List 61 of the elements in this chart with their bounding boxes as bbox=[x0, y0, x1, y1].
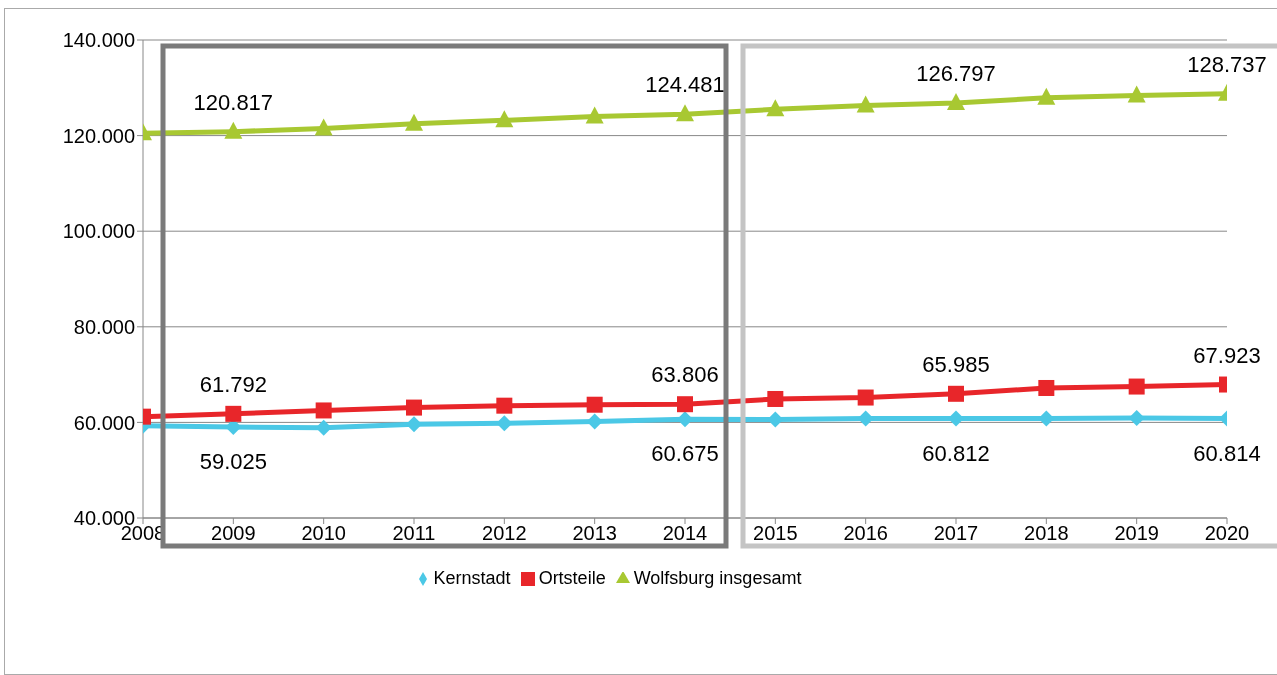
point bbox=[586, 396, 603, 413]
x-tick-label: 2015 bbox=[753, 522, 798, 545]
y-tick-label: 80.000 bbox=[73, 315, 135, 338]
point bbox=[947, 93, 965, 111]
point bbox=[676, 104, 694, 122]
point bbox=[857, 389, 874, 406]
point bbox=[585, 106, 604, 124]
point bbox=[496, 415, 513, 432]
point bbox=[1128, 378, 1145, 395]
point bbox=[405, 113, 423, 131]
point bbox=[677, 411, 693, 428]
data-label: 65.985 bbox=[922, 351, 990, 377]
data-label: 63.806 bbox=[651, 362, 719, 388]
x-tick-label: 2013 bbox=[572, 522, 617, 545]
x-tick-label: 2012 bbox=[482, 522, 527, 545]
point bbox=[948, 410, 964, 427]
x-tick-label: 2014 bbox=[662, 522, 708, 545]
x-tick-label: 2020 bbox=[1204, 522, 1250, 545]
point bbox=[224, 121, 243, 139]
x-tick-label: 2009 bbox=[211, 522, 256, 545]
point bbox=[496, 397, 513, 414]
data-label: 60.814 bbox=[1193, 440, 1261, 466]
y-tick-label: 140.000 bbox=[62, 29, 135, 52]
data-label: 124.481 bbox=[645, 72, 725, 98]
data-label: 60.675 bbox=[651, 441, 719, 467]
point bbox=[586, 413, 603, 430]
x-tick-label: 2017 bbox=[933, 522, 979, 545]
point bbox=[856, 95, 875, 113]
data-label: 128.737 bbox=[1187, 51, 1267, 77]
point bbox=[315, 402, 332, 419]
x-tick-label: 2019 bbox=[1114, 522, 1159, 545]
x-tick-label: 2018 bbox=[1024, 522, 1069, 545]
data-label: 126.797 bbox=[916, 61, 996, 87]
y-tick-label: 120.000 bbox=[62, 124, 135, 147]
legend-label: Ortsteile bbox=[538, 568, 606, 588]
data-label: 59.025 bbox=[199, 449, 267, 475]
data-label: 67.923 bbox=[1193, 342, 1261, 368]
y-tick-label: 60.000 bbox=[73, 411, 135, 434]
data-label: 61.792 bbox=[199, 371, 267, 397]
point bbox=[766, 99, 785, 117]
point bbox=[225, 419, 242, 436]
legend-label: Kernstadt bbox=[433, 568, 511, 588]
x-tick-label: 2011 bbox=[392, 522, 436, 545]
point bbox=[948, 385, 964, 402]
y-tick-label: 100.000 bbox=[62, 220, 135, 243]
point bbox=[225, 405, 242, 422]
point bbox=[406, 399, 422, 416]
data-label: 120.817 bbox=[193, 89, 274, 115]
point bbox=[406, 416, 422, 433]
x-tick-label: 2016 bbox=[843, 522, 888, 545]
point bbox=[1038, 379, 1055, 396]
point bbox=[315, 419, 332, 436]
point bbox=[677, 396, 693, 413]
point bbox=[767, 390, 784, 407]
legend-label: Wolfsburg insgesamt bbox=[633, 568, 802, 588]
data-label: 60.812 bbox=[922, 440, 990, 466]
point bbox=[314, 118, 333, 136]
point bbox=[1127, 85, 1146, 103]
point bbox=[495, 110, 514, 128]
x-tick-label: 2010 bbox=[301, 522, 346, 545]
point bbox=[1037, 87, 1056, 105]
